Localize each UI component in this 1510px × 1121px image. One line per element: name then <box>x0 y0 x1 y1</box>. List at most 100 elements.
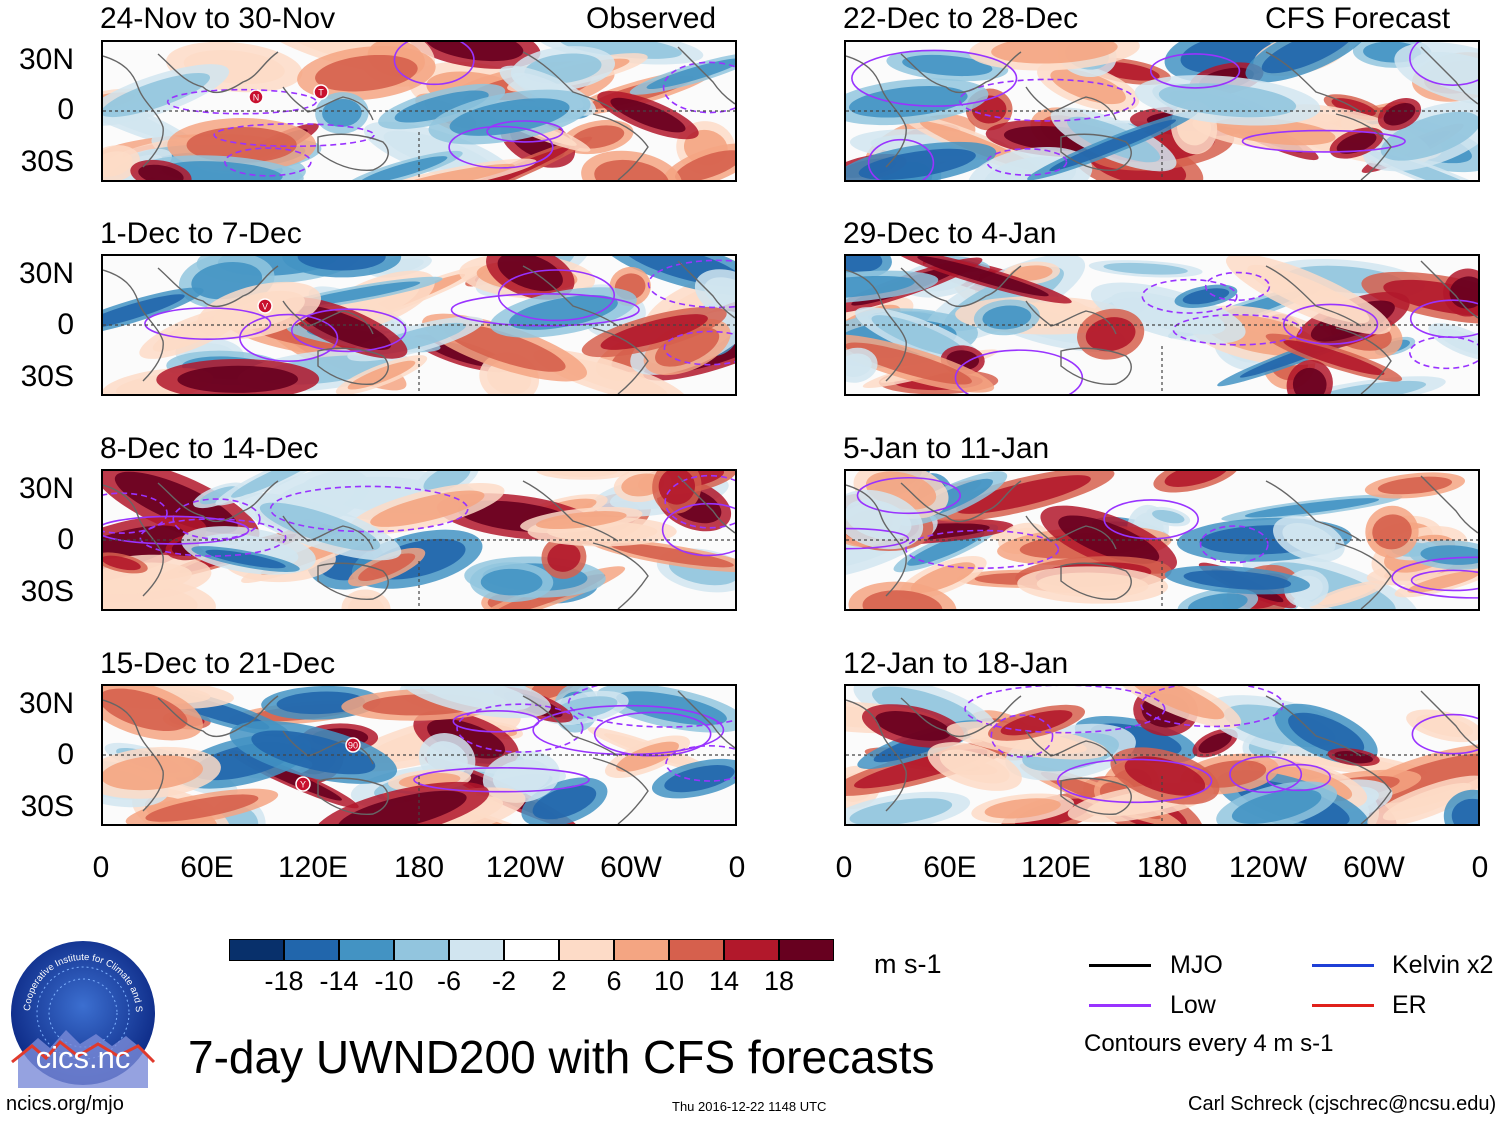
lat-label-30n: 30N <box>18 257 74 290</box>
colorbar-swatch <box>614 939 669 961</box>
map-panel-6 <box>844 254 1480 396</box>
anomaly-blob <box>415 471 479 499</box>
anomaly-blob <box>469 562 554 603</box>
low-contour <box>905 529 1060 569</box>
colorbar-tick-label: -14 <box>319 966 359 996</box>
coastline <box>846 484 907 597</box>
lat-label-0: 0 <box>57 738 74 771</box>
anomaly-blob <box>846 270 939 305</box>
anomaly-blob <box>651 758 735 799</box>
legend-mjo-line <box>1089 964 1151 967</box>
lat-label-30n: 30N <box>18 687 74 720</box>
panel-title-5: 22-Dec to 28-Dec <box>843 2 1079 35</box>
anomaly-blob <box>1027 110 1199 180</box>
anomaly-blob <box>140 155 304 180</box>
anomaly-blob <box>103 686 203 741</box>
anomaly-blob <box>1192 728 1238 758</box>
anomaly-blob <box>348 547 426 587</box>
colorbar-tick-label: 2 <box>551 966 567 996</box>
low-contour <box>954 349 1084 394</box>
coastline <box>1025 86 1117 121</box>
contour-note: Contours every 4 m s-1 <box>1084 1030 1334 1057</box>
anomaly-blob <box>378 83 506 130</box>
anomaly-blob <box>103 552 148 574</box>
anomaly-blob <box>215 471 337 506</box>
anomaly-blob <box>581 306 727 358</box>
coastline <box>282 86 374 121</box>
lat-label-0: 0 <box>57 523 74 556</box>
anomaly-blob <box>846 334 995 393</box>
observed-label: Observed <box>586 2 717 35</box>
low-contour <box>172 498 261 540</box>
lon-label-180: 180 <box>393 851 445 884</box>
coastline <box>317 133 389 171</box>
low-contour <box>144 307 272 340</box>
lat-label-0: 0 <box>57 308 74 341</box>
anomaly-blob <box>400 686 551 719</box>
coastline <box>103 699 164 812</box>
coastline <box>1265 51 1362 113</box>
anomaly-blob <box>862 704 965 748</box>
anomaly-blob <box>663 143 735 180</box>
anomaly-blob <box>1077 308 1145 360</box>
tropical-cyclone-label: Y <box>300 780 306 790</box>
coastline <box>282 730 374 765</box>
coastline <box>1025 515 1117 550</box>
main-title: 7-day UWND200 with CFS forecasts <box>188 1031 935 1083</box>
tropical-cyclone-icon: V <box>257 298 273 314</box>
panel-title-7: 5-Jan to 11-Jan <box>843 432 1050 465</box>
coastline <box>1265 480 1362 542</box>
panel-title-8: 12-Jan to 18-Jan <box>843 647 1069 680</box>
anomaly-blob <box>1364 472 1466 499</box>
low-contour <box>1409 336 1478 370</box>
low-contour <box>662 61 735 114</box>
anomaly-blob <box>1177 588 1259 609</box>
coastline <box>846 55 907 168</box>
panel-title-3: 8-Dec to 14-Dec <box>100 432 319 465</box>
anomaly-blob <box>604 735 691 778</box>
low-contour <box>1282 303 1379 345</box>
lon-label-120e: 120E <box>277 851 349 884</box>
colorbar-swatch <box>394 939 449 961</box>
anomaly-blob <box>1428 323 1478 361</box>
colorbar-tick-label: -6 <box>436 966 461 996</box>
author-credit: Carl Schreck (cjschrec@ncsu.edu) <box>1188 1093 1497 1115</box>
low-contour <box>851 49 1018 107</box>
coastline <box>522 695 619 757</box>
anomaly-blob <box>344 150 463 180</box>
anomaly-blob <box>1377 98 1422 131</box>
colorbar-tick-label: 14 <box>708 966 740 996</box>
source-link[interactable]: ncics.org/mjo <box>6 1093 124 1115</box>
anomaly-blob <box>315 781 490 824</box>
legend-er-line <box>1312 1004 1374 1007</box>
lon-label-0: 0 <box>92 851 110 884</box>
colorbar-units: m s-1 <box>874 949 942 979</box>
anomaly-blob <box>229 720 398 784</box>
coastline <box>522 480 619 542</box>
low-contour <box>1241 129 1406 153</box>
low-contour <box>1172 313 1303 346</box>
low-contour <box>593 711 712 757</box>
lon-label-120e: 120E <box>1020 851 1092 884</box>
low-contour <box>239 313 339 362</box>
anomaly-blob <box>846 791 971 824</box>
low-contour <box>166 88 317 115</box>
tropical-cyclone-icon: Y <box>295 776 311 792</box>
low-contour <box>567 686 735 728</box>
anomaly-blob <box>156 358 320 394</box>
legend-er-label: ER <box>1392 991 1427 1019</box>
lon-label-60w: 60W <box>1343 851 1405 884</box>
coastline <box>677 260 735 319</box>
anomaly-blob <box>1293 376 1446 394</box>
lat-label-30s: 30S <box>20 575 74 608</box>
anomaly-blob <box>1037 61 1140 112</box>
low-contour <box>213 122 375 148</box>
anomaly-blob <box>1111 686 1242 729</box>
coastline <box>1060 133 1132 171</box>
coastline <box>1420 475 1478 534</box>
coastline <box>522 265 619 327</box>
anomaly-blob <box>971 793 1075 824</box>
coastline <box>900 480 1022 523</box>
anomaly-blob <box>1164 565 1310 595</box>
legend-low-label: Low <box>1170 991 1216 1019</box>
